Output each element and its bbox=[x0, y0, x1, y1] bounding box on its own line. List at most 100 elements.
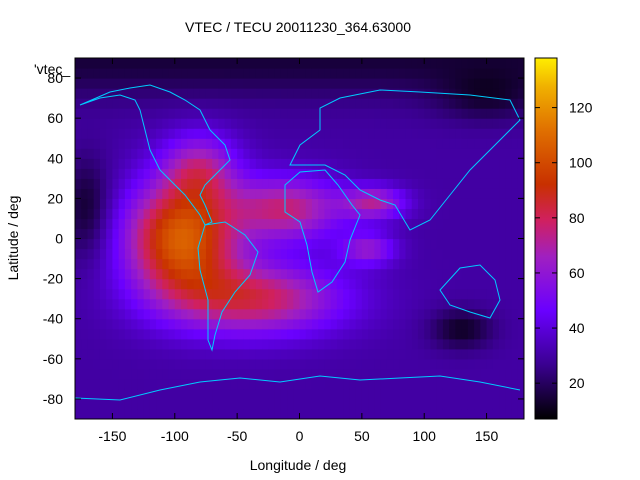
heatmap-cell bbox=[124, 188, 132, 199]
heatmap-cell bbox=[511, 268, 519, 280]
heatmap-cell bbox=[230, 228, 238, 240]
heatmap-cell bbox=[237, 218, 244, 230]
heatmap-cell bbox=[349, 258, 357, 270]
heatmap-cell bbox=[81, 198, 89, 210]
coast-south-america bbox=[197, 221, 259, 352]
heatmap-cell bbox=[511, 378, 519, 390]
heatmap-cell bbox=[442, 178, 450, 189]
heatmap-cell bbox=[93, 78, 101, 89]
heatmap-cell bbox=[287, 178, 294, 189]
heatmap-cell bbox=[517, 78, 524, 89]
heatmap-cell bbox=[187, 228, 195, 240]
heatmap-cell bbox=[124, 408, 132, 419]
heatmap-cell bbox=[449, 268, 457, 280]
heatmap-cell bbox=[181, 358, 188, 370]
heatmap-cell bbox=[205, 78, 213, 89]
heatmap-cell bbox=[461, 108, 469, 119]
heatmap-cell bbox=[361, 178, 369, 189]
heatmap-cell bbox=[355, 198, 363, 210]
heatmap-cell bbox=[311, 108, 319, 119]
heatmap-cell bbox=[474, 68, 481, 79]
heatmap-cell bbox=[193, 288, 201, 300]
heatmap-cell bbox=[249, 308, 257, 320]
heatmap-cell bbox=[336, 228, 344, 240]
heatmap-cell bbox=[280, 78, 288, 89]
heatmap-cell bbox=[106, 248, 114, 260]
heatmap-cell bbox=[249, 138, 257, 149]
heatmap-cell bbox=[474, 138, 481, 149]
heatmap-cell bbox=[442, 148, 450, 159]
heatmap-cell bbox=[374, 288, 382, 300]
heatmap-cell bbox=[318, 208, 326, 220]
heatmap-cell bbox=[486, 168, 494, 179]
heatmap-cell bbox=[361, 58, 369, 69]
heatmap-cell bbox=[162, 58, 170, 69]
heatmap-cell bbox=[305, 128, 313, 139]
heatmap-cell bbox=[181, 288, 188, 300]
heatmap-cell bbox=[249, 328, 257, 340]
heatmap-cell bbox=[249, 278, 257, 290]
heatmap-cell bbox=[336, 278, 344, 290]
heatmap-cell bbox=[349, 398, 357, 410]
heatmap-cell bbox=[386, 68, 394, 79]
heatmap-cell bbox=[124, 88, 132, 99]
heatmap-cell bbox=[93, 188, 101, 199]
heatmap-cell bbox=[131, 58, 138, 69]
heatmap-cell bbox=[168, 318, 176, 330]
heatmap-cell bbox=[499, 78, 506, 89]
heatmap-cell bbox=[361, 298, 369, 310]
heatmap-cell bbox=[112, 98, 120, 109]
heatmap-cell bbox=[237, 118, 244, 129]
heatmap-cell bbox=[168, 378, 176, 390]
heatmap-cell bbox=[430, 98, 438, 109]
heatmap-cell bbox=[205, 268, 213, 280]
heatmap-cell bbox=[436, 198, 444, 210]
heatmap-cell bbox=[330, 138, 338, 149]
heatmap-cell bbox=[380, 378, 388, 390]
heatmap-cell bbox=[293, 128, 301, 139]
heatmap-cell bbox=[449, 388, 457, 400]
heatmap-cell bbox=[218, 258, 226, 270]
heatmap-cell bbox=[106, 338, 114, 350]
heatmap-cell bbox=[393, 208, 400, 220]
heatmap-cell bbox=[293, 168, 301, 179]
heatmap-cell bbox=[505, 88, 513, 99]
heatmap-cell bbox=[187, 178, 195, 189]
heatmap-cell bbox=[287, 238, 294, 250]
heatmap-cell bbox=[230, 278, 238, 290]
heatmap-cell bbox=[87, 188, 95, 199]
heatmap-cell bbox=[430, 118, 438, 129]
heatmap-cell bbox=[455, 108, 463, 119]
heatmap-cell bbox=[411, 398, 419, 410]
heatmap-cell bbox=[268, 268, 276, 280]
heatmap-cell bbox=[187, 158, 195, 169]
heatmap-cell bbox=[442, 248, 450, 260]
heatmap-cell bbox=[336, 208, 344, 220]
heatmap-cell bbox=[455, 398, 463, 410]
heatmap-cell bbox=[343, 58, 350, 69]
heatmap-cell bbox=[181, 378, 188, 390]
heatmap-cell bbox=[380, 268, 388, 280]
heatmap-cell bbox=[93, 318, 101, 330]
heatmap-cell bbox=[199, 328, 207, 340]
heatmap-cell bbox=[461, 408, 469, 419]
heatmap-cell bbox=[424, 98, 432, 109]
heatmap-cell bbox=[318, 178, 326, 189]
heatmap-cell bbox=[399, 288, 407, 300]
heatmap-cell bbox=[174, 398, 182, 410]
heatmap-cell bbox=[399, 308, 407, 320]
heatmap-cell bbox=[436, 68, 444, 79]
heatmap-cell bbox=[124, 348, 132, 360]
heatmap-cell bbox=[474, 378, 481, 390]
heatmap-cell bbox=[417, 168, 425, 179]
heatmap-cell bbox=[81, 288, 89, 300]
heatmap-cell bbox=[368, 288, 375, 300]
heatmap-cell bbox=[511, 108, 519, 119]
heatmap-cell bbox=[343, 278, 350, 290]
heatmap-cell bbox=[368, 168, 375, 179]
heatmap-cell bbox=[374, 278, 382, 290]
heatmap-cell bbox=[255, 328, 263, 340]
heatmap-cell bbox=[368, 138, 375, 149]
heatmap-cell bbox=[99, 388, 107, 400]
heatmap-cell bbox=[287, 248, 294, 260]
